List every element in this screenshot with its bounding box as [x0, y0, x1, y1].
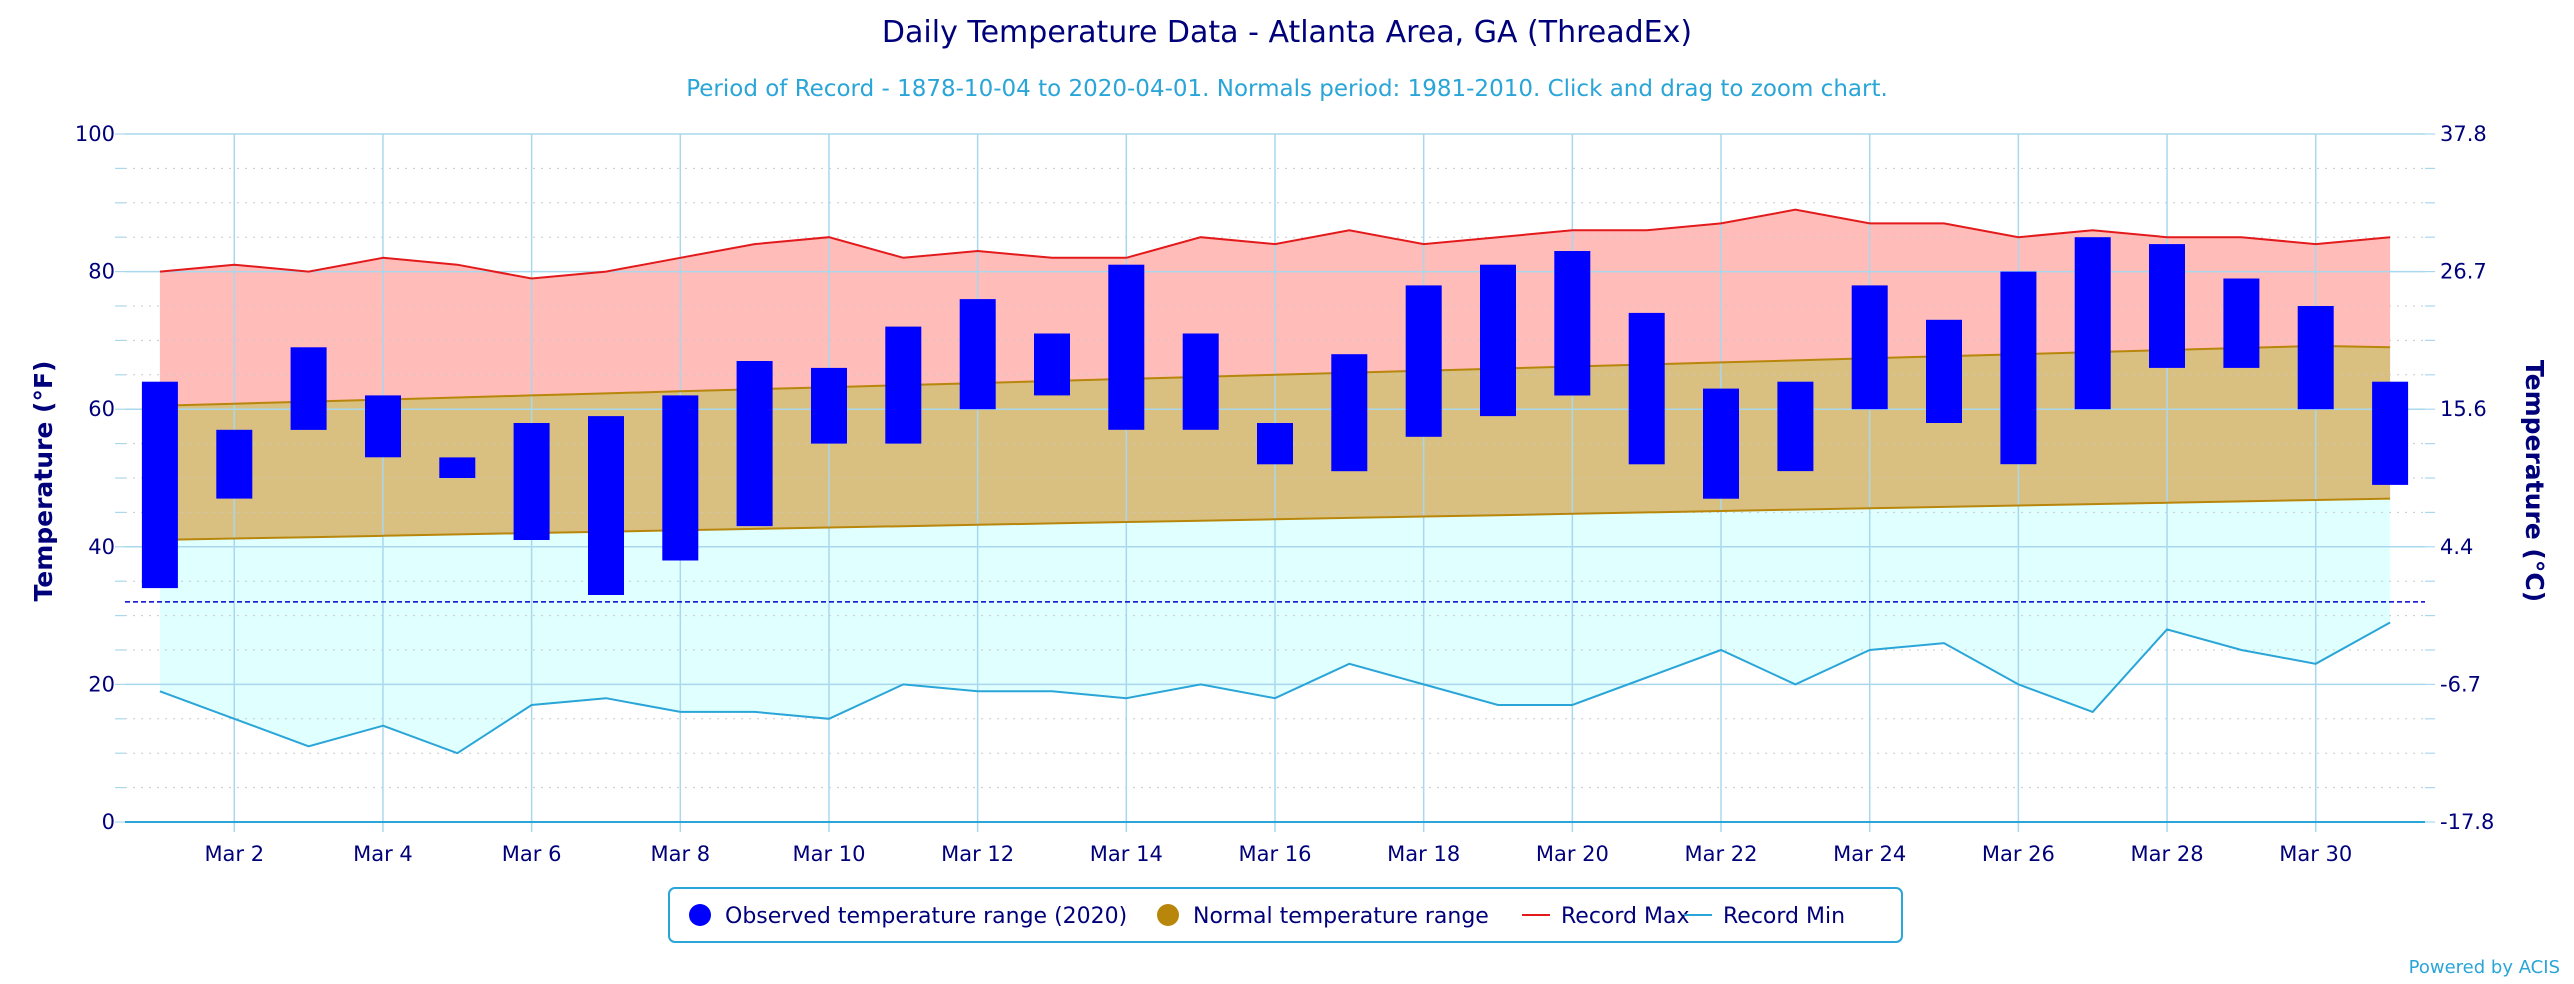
y-tick-label-left: 100 — [75, 122, 115, 146]
observed-range-bar[interactable] — [588, 416, 624, 595]
observed-range-bar[interactable] — [1405, 285, 1442, 437]
chart-title: Daily Temperature Data - Atlanta Area, G… — [882, 15, 1692, 50]
observed-range-bar[interactable] — [439, 457, 476, 478]
y-tick-label-right: -17.8 — [2440, 810, 2494, 834]
observed-range-bar[interactable] — [1108, 264, 1145, 430]
observed-range-bar[interactable] — [1777, 381, 1814, 472]
observed-range-bar[interactable] — [2372, 381, 2409, 485]
x-tick-label: Mar 26 — [1982, 842, 2055, 866]
y-tick-label-left: 80 — [88, 260, 115, 284]
x-tick-label: Mar 12 — [941, 842, 1014, 866]
observed-range-bar[interactable] — [1331, 354, 1368, 472]
y-axis-title-left: Temperature (°F) — [29, 361, 58, 602]
credit-link[interactable]: Powered by ACIS — [2409, 957, 2560, 978]
observed-range-bar[interactable] — [1480, 264, 1516, 417]
x-tick-label: Mar 22 — [1685, 842, 1758, 866]
legend-symbol — [1157, 904, 1179, 926]
chart-subtitle[interactable]: Period of Record - 1878-10-04 to 2020-04… — [686, 76, 1888, 102]
legend-item-record-max[interactable]: Record Max — [1522, 904, 1690, 929]
observed-range-bar[interactable] — [811, 367, 847, 444]
legend-symbol — [689, 904, 711, 926]
y-tick-label-right: 37.8 — [2440, 122, 2487, 146]
y-tick-label-right: -6.7 — [2440, 672, 2481, 696]
y-tick-label-left: 0 — [102, 810, 115, 834]
observed-range-bar[interactable] — [2297, 306, 2334, 410]
record-min-line[interactable] — [159, 621, 2391, 755]
x-tick-label: Mar 16 — [1238, 842, 1311, 866]
observed-range-bar[interactable] — [736, 361, 773, 527]
y-tick-label-left: 20 — [88, 672, 115, 696]
legend-label: Record Min — [1723, 904, 1845, 929]
y-tick-label-left: 40 — [88, 535, 115, 559]
x-tick-label: Mar 14 — [1090, 842, 1163, 866]
observed-range-bar[interactable] — [1554, 251, 1591, 396]
observed-range-bar[interactable] — [2074, 237, 2111, 410]
legend-item-normal[interactable]: Normal temperature range — [1157, 904, 1489, 929]
observed-range-bar[interactable] — [290, 347, 327, 430]
x-tick-label: Mar 4 — [353, 842, 413, 866]
x-tick-label: Mar 28 — [2131, 842, 2204, 866]
x-tick-label: Mar 20 — [1536, 842, 1609, 866]
observed-range-bar[interactable] — [1703, 388, 1739, 499]
legend-label: Observed temperature range (2020) — [725, 904, 1127, 929]
legend-label: Normal temperature range — [1193, 904, 1489, 929]
observed-range-bar[interactable] — [1851, 285, 1888, 410]
x-tick-label: Mar 10 — [792, 842, 865, 866]
observed-range-bar[interactable] — [141, 381, 178, 589]
observed-range-bar[interactable] — [1182, 333, 1219, 430]
x-tick-label: Mar 30 — [2279, 842, 2352, 866]
legend-label: Record Max — [1561, 904, 1690, 929]
observed-range-bar[interactable] — [1034, 333, 1070, 396]
observed-range-bar[interactable] — [2000, 271, 2037, 465]
x-tick-label: Mar 24 — [1833, 842, 1906, 866]
y-tick-label-right: 26.7 — [2440, 260, 2487, 284]
legend-item-record-min[interactable]: Record Min — [1684, 904, 1845, 929]
observed-range-bar[interactable] — [885, 326, 922, 444]
observed-range-bar[interactable] — [365, 395, 401, 458]
plot-area[interactable]: 0 20 40 60 80 100 -17.8 -6.7 4.4 15.6 26.7 37.8 Mar … — [75, 122, 2494, 866]
legend-box — [668, 887, 1903, 943]
observed-range-bar[interactable] — [216, 429, 253, 499]
x-tick-label: Mar 8 — [650, 842, 710, 866]
x-tick-label: Mar 2 — [204, 842, 264, 866]
legend[interactable]: Observed temperature range (2020) Normal … — [668, 887, 1903, 943]
x-tick-label: Mar 18 — [1387, 842, 1460, 866]
observed-range-bar[interactable] — [1257, 423, 1293, 465]
y-axis-title-right: Temperature (°C) — [2520, 360, 2549, 602]
y-tick-label-right: 15.6 — [2440, 397, 2487, 421]
x-tick-label: Mar 6 — [502, 842, 562, 866]
y-tick-label-left: 60 — [88, 397, 115, 421]
observed-range-bar[interactable] — [1926, 319, 1962, 423]
observed-range-bar[interactable] — [1628, 312, 1665, 465]
observed-range-bar[interactable] — [513, 423, 550, 540]
y-tick-label-right: 4.4 — [2440, 535, 2473, 559]
record-max-line[interactable] — [159, 208, 2391, 280]
observed-range-bar[interactable] — [2149, 244, 2185, 368]
observed-range-bar[interactable] — [2223, 278, 2260, 368]
observed-range-bar[interactable] — [662, 395, 699, 561]
legend-item-observed[interactable]: Observed temperature range (2020) — [689, 904, 1127, 929]
observed-range-bar[interactable] — [959, 299, 996, 410]
